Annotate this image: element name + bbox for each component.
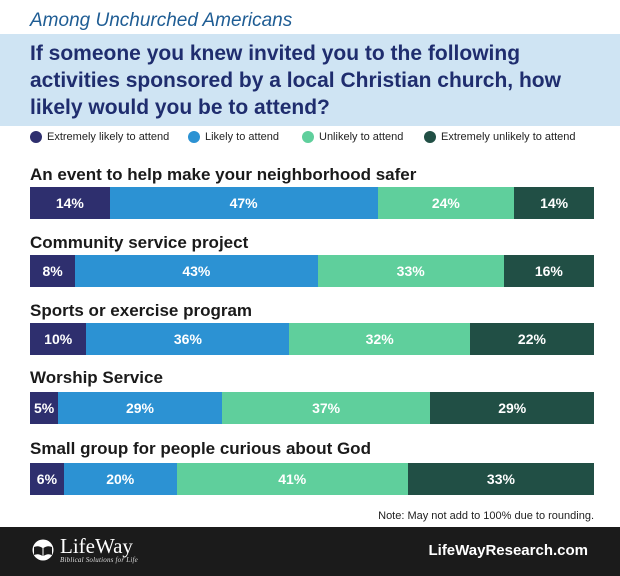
bar-category-label: Worship Service: [30, 368, 163, 387]
bar-segment-extremely-likely: 6%: [30, 463, 64, 495]
legend-label: Extremely likely to attend: [47, 131, 170, 143]
data-label: 8%: [42, 263, 63, 279]
open-book-icon: [32, 539, 54, 561]
chart-title: If someone you knew invited you to the f…: [30, 42, 561, 119]
website-link[interactable]: LifeWayResearch.com: [428, 542, 588, 559]
bar-segment-likely: 43%: [75, 255, 318, 287]
bar-segment-likely: 36%: [86, 323, 290, 355]
data-label: 24%: [431, 195, 460, 211]
legend-label: Unlikely to attend: [319, 131, 404, 143]
bar-segment-unlikely: 37%: [221, 392, 431, 424]
data-label: 16%: [534, 263, 563, 279]
data-label: 6%: [36, 471, 58, 487]
bar-track: 8% 43% 33% 16%: [30, 255, 594, 287]
bar-category-label: Sports or exercise program: [30, 301, 253, 320]
data-label: 33%: [486, 471, 515, 487]
legend-item-unlikely: Unlikely to attend: [302, 131, 403, 143]
data-label: 22%: [517, 331, 546, 347]
legend: Extremely likely to attend Likely to att…: [30, 131, 610, 145]
legend-label: Extremely unlikely to attend: [441, 131, 576, 143]
legend-item-extremely-unlikely: Extremely unlikely to attend: [424, 131, 576, 143]
bar-segment-extremely-unlikely: 29%: [430, 392, 594, 424]
bar-segment-unlikely: 24%: [377, 187, 515, 219]
data-label: 43%: [182, 263, 211, 279]
bar-segment-likely: 20%: [63, 463, 177, 495]
bar-segment-extremely-likely: 14%: [30, 187, 110, 219]
bar-segment-extremely-likely: 10%: [30, 323, 87, 355]
data-label: 36%: [173, 331, 202, 347]
bar-category-label: Community service project: [30, 233, 249, 252]
bar-category-label: An event to help make your neighborhood …: [30, 165, 417, 184]
legend-swatch-extremely-unlikely: [424, 131, 436, 143]
bar-track: 10% 36% 32% 22%: [30, 323, 594, 355]
data-label: 32%: [365, 331, 394, 347]
data-label: 10%: [44, 331, 73, 347]
data-label: 37%: [312, 400, 341, 416]
legend-swatch-extremely-likely: [30, 131, 42, 143]
data-label: 47%: [229, 195, 258, 211]
bar-segment-extremely-unlikely: 33%: [407, 463, 594, 495]
bar-segment-unlikely: 41%: [176, 463, 408, 495]
rounding-note: Note: May not add to 100% due to roundin…: [378, 510, 594, 522]
legend-label: Likely to attend: [205, 131, 279, 143]
data-label: 29%: [498, 400, 527, 416]
legend-item-extremely-likely: Extremely likely to attend: [30, 131, 169, 143]
footer: [0, 527, 620, 576]
bar-segment-unlikely: 32%: [289, 323, 470, 355]
bar-segment-extremely-unlikely: 16%: [503, 255, 594, 287]
bar-segment-likely: 29%: [58, 392, 222, 424]
title-band: [0, 34, 620, 126]
legend-item-likely: Likely to attend: [188, 131, 279, 143]
bar-category-label: Small group for people curious about God: [30, 439, 371, 458]
data-label: 20%: [106, 471, 135, 487]
data-label: 5%: [33, 400, 55, 416]
bar-track: 14% 47% 24% 14%: [30, 187, 594, 219]
data-label: 14%: [540, 195, 569, 211]
legend-swatch-likely: [188, 131, 200, 143]
legend-swatch-unlikely: [302, 131, 314, 143]
bar-segment-unlikely: 33%: [317, 255, 504, 287]
lifeway-logo: LifeWay Biblical Solutions for Life: [30, 530, 138, 570]
bar-track: 5% 29% 37% 29%: [30, 392, 594, 424]
bar-track: 6% 20% 41% 33%: [30, 463, 594, 495]
logo-name: LifeWay: [60, 534, 133, 558]
bar-segment-extremely-unlikely: 14%: [514, 187, 594, 219]
bar-segment-extremely-likely: 5%: [30, 392, 59, 424]
data-label: 14%: [55, 195, 84, 211]
data-label: 29%: [125, 400, 154, 416]
bar-segment-likely: 47%: [109, 187, 378, 219]
data-label: 41%: [278, 471, 307, 487]
bar-segment-extremely-unlikely: 22%: [469, 323, 594, 355]
bar-segment-extremely-likely: 8%: [30, 255, 76, 287]
data-label: 33%: [396, 263, 425, 279]
chart-subtitle: Among Unchurched Americans: [30, 10, 293, 31]
logo-tagline: Biblical Solutions for Life: [60, 556, 138, 564]
